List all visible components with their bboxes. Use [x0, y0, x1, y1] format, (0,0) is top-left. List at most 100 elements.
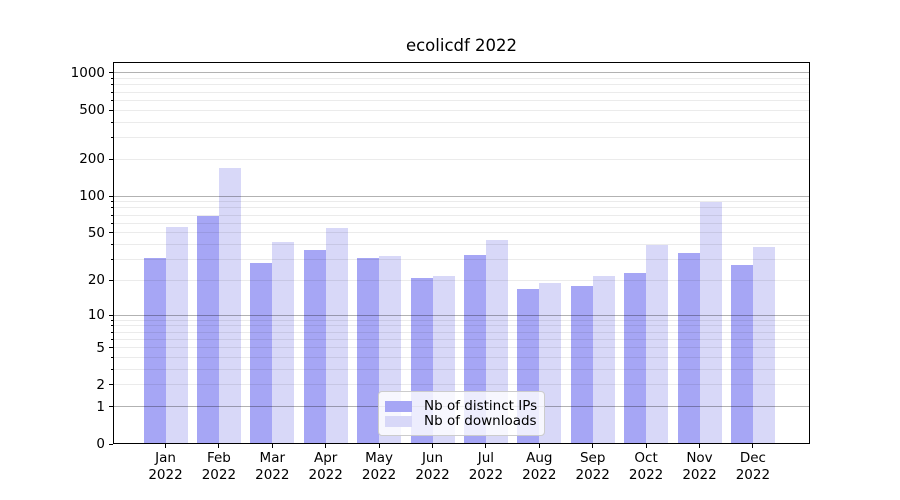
gridline-20 — [113, 279, 810, 281]
bar-downloads-oct — [646, 244, 669, 444]
x-tick-mark-feb — [218, 444, 220, 448]
y-tick-label-0: 0 — [96, 436, 105, 452]
bar-distinct-ips-nov — [677, 253, 700, 444]
gridline-60 — [113, 222, 810, 224]
bar-downloads-sep — [592, 275, 615, 444]
x-tick-label-may: May 2022 — [361, 450, 397, 483]
bar-distinct-ips-dec — [730, 265, 753, 444]
y-minor-tick-mark-600 — [110, 99, 113, 101]
bar-distinct-ips-mar — [250, 263, 273, 444]
gridline-6 — [113, 338, 810, 340]
gridline-4 — [113, 357, 810, 359]
gridline-600 — [113, 99, 810, 101]
y-minor-tick-mark-800 — [110, 84, 113, 86]
gridline-10 — [113, 314, 810, 316]
y-tick-mark-10 — [109, 314, 113, 316]
y-minor-tick-mark-9 — [110, 319, 113, 321]
x-tick-label-apr: Apr 2022 — [308, 450, 343, 483]
gridline-40 — [113, 244, 810, 246]
y-minor-tick-mark-60 — [110, 222, 113, 224]
y-tick-mark-1 — [109, 406, 113, 408]
legend: Nb of distinct IPs Nb of downloads — [378, 391, 545, 436]
gridline-1000 — [113, 72, 810, 74]
gridline-70 — [113, 214, 810, 216]
plot-area: Nb of distinct IPs Nb of downloads — [113, 62, 810, 444]
y-minor-tick-mark-4 — [110, 357, 113, 359]
y-minor-tick-mark-70 — [110, 214, 113, 216]
legend-swatch-distinct-ips-icon — [385, 401, 412, 412]
y-minor-tick-mark-50 — [110, 232, 113, 234]
bar-downloads-nov — [699, 201, 722, 444]
x-tick-label-oct: Oct 2022 — [628, 450, 664, 483]
chart-title: ecolicdf 2022 — [405, 36, 518, 55]
gridline-800 — [113, 84, 810, 86]
y-minor-tick-mark-400 — [110, 121, 113, 123]
x-tick-mark-jul — [485, 444, 487, 448]
y-tick-label-2: 2 — [96, 376, 105, 393]
y-minor-tick-mark-7 — [110, 331, 113, 333]
gridline-2 — [113, 384, 810, 386]
legend-swatch-downloads-icon — [385, 416, 412, 427]
y-minor-tick-mark-20 — [110, 279, 113, 281]
x-tick-mark-sep — [592, 444, 594, 448]
y-minor-tick-mark-3 — [110, 369, 113, 371]
x-tick-mark-nov — [699, 444, 700, 448]
grid-layer — [113, 62, 810, 444]
gridline-80 — [113, 207, 810, 209]
bar-downloads-jan — [165, 226, 188, 444]
y-tick-label-1: 1 — [96, 398, 105, 415]
y-minor-tick-mark-30 — [110, 259, 113, 261]
bar-distinct-ips-sep — [570, 285, 593, 444]
y-minor-tick-mark-2 — [110, 384, 113, 386]
gridline-900 — [113, 78, 810, 80]
x-tick-mark-mar — [271, 444, 273, 448]
y-minor-tick-mark-500 — [110, 109, 113, 111]
y-tick-mark-0 — [109, 443, 113, 445]
bar-distinct-ips-may — [357, 257, 380, 444]
y-tick-label-100: 100 — [79, 188, 105, 205]
bar-downloads-dec — [752, 247, 775, 444]
gridline-50 — [113, 232, 810, 234]
x-tick-label-sep: Sep 2022 — [575, 450, 610, 483]
gridline-5 — [113, 347, 810, 349]
gridline-500 — [113, 109, 810, 111]
bar-distinct-ips-feb — [196, 215, 219, 444]
gridline-8 — [113, 325, 810, 327]
x-tick-label-jan: Jan 2022 — [148, 450, 183, 483]
y-minor-tick-mark-900 — [110, 78, 113, 80]
bar-distinct-ips-jan — [143, 257, 166, 444]
gridline-300 — [113, 137, 810, 138]
y-minor-tick-mark-90 — [110, 201, 113, 203]
y-tick-label-20: 20 — [87, 272, 105, 289]
x-tick-label-nov: Nov 2022 — [682, 450, 717, 483]
gridline-100 — [113, 195, 810, 197]
x-tick-mark-jun — [432, 444, 433, 448]
y-tick-mark-100 — [109, 195, 113, 197]
y-minor-tick-mark-6 — [110, 338, 113, 340]
y-minor-tick-mark-40 — [110, 244, 113, 246]
y-tick-mark-1000 — [109, 72, 113, 74]
legend-item-distinct-ips: Nb of distinct IPs — [385, 398, 538, 414]
gridline-700 — [113, 91, 810, 93]
x-tick-mark-aug — [538, 444, 540, 448]
legend-label-distinct-ips: Nb of distinct IPs — [424, 398, 538, 414]
bar-downloads-mar — [272, 242, 295, 444]
gridline-90 — [113, 201, 810, 203]
x-tick-label-jul: Jul 2022 — [468, 450, 504, 483]
gridline-9 — [113, 319, 810, 321]
y-minor-tick-mark-300 — [110, 137, 113, 138]
y-tick-label-500: 500 — [79, 102, 105, 119]
bar-downloads-feb — [218, 168, 241, 444]
y-tick-label-10: 10 — [87, 307, 105, 324]
bar-downloads-apr — [325, 227, 348, 444]
y-tick-label-200: 200 — [79, 151, 105, 168]
y-minor-tick-mark-80 — [110, 207, 113, 209]
x-tick-label-dec: Dec 2022 — [735, 450, 771, 483]
y-tick-label-5: 5 — [96, 339, 105, 356]
x-tick-label-aug: Aug 2022 — [522, 450, 557, 483]
gridline-400 — [113, 121, 810, 123]
x-tick-mark-apr — [325, 444, 327, 448]
y-minor-tick-mark-700 — [110, 91, 113, 93]
y-tick-label-50: 50 — [87, 224, 105, 241]
